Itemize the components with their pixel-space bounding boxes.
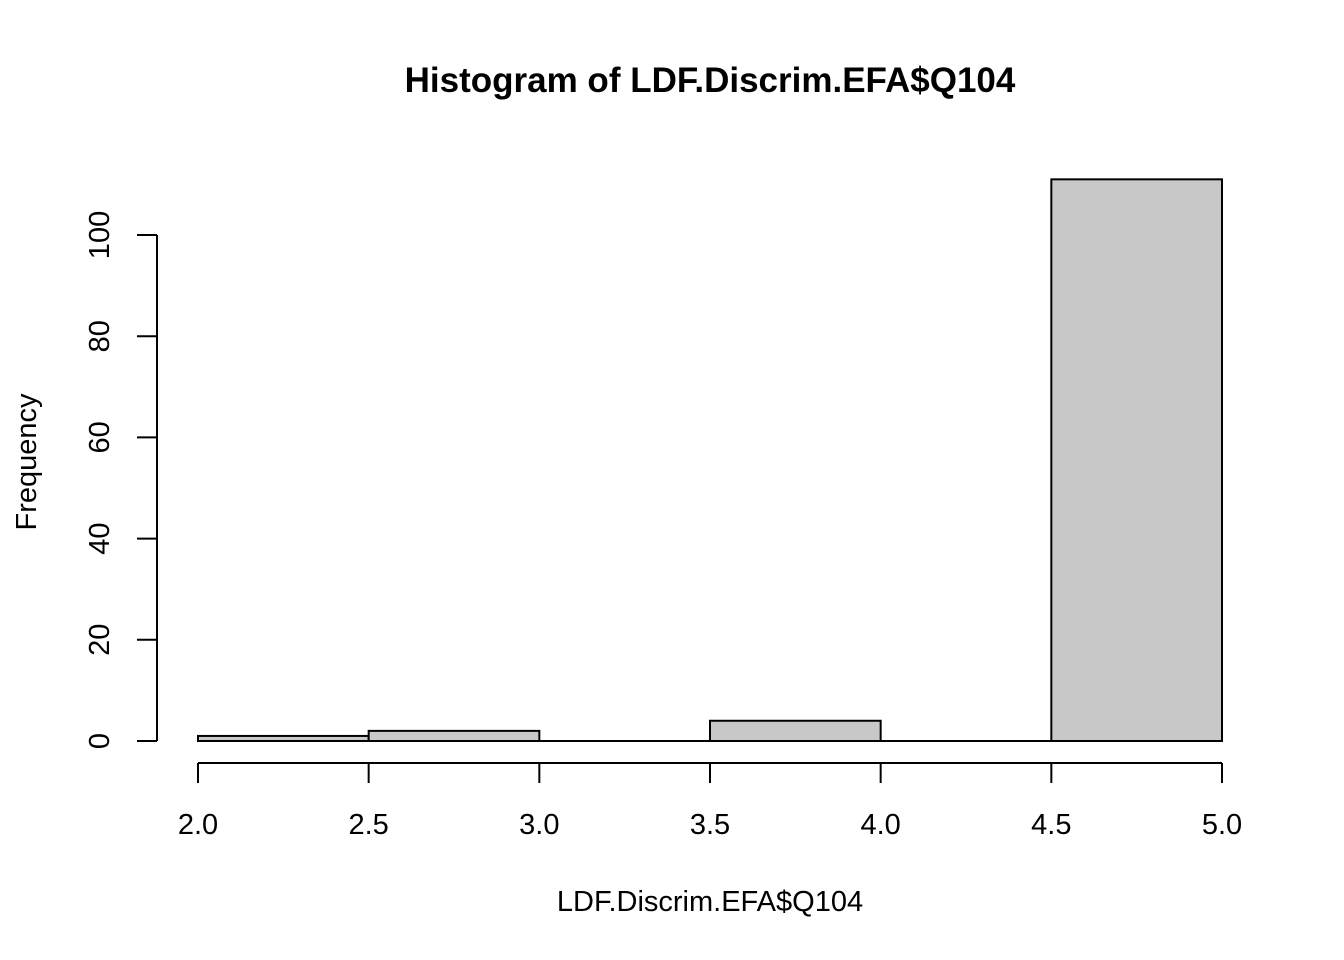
x-tick-label: 4.0 — [861, 809, 901, 841]
y-tick-label: 100 — [84, 211, 116, 259]
x-tick-label: 3.5 — [690, 809, 730, 841]
x-axis-label: LDF.Discrim.EFA$Q104 — [557, 886, 863, 918]
y-axis: 0 20 40 60 80 100 — [84, 211, 158, 749]
x-tick-label: 2.5 — [349, 809, 389, 841]
histogram-bar-0 — [197, 734, 370, 743]
x-axis: 2.0 2.5 3.0 3.5 4.0 4.5 5.0 — [178, 762, 1242, 841]
y-tick-label: 60 — [84, 421, 116, 453]
x-tick-label: 2.0 — [178, 809, 218, 841]
bars-layer — [197, 178, 1224, 743]
y-tick-label: 40 — [84, 522, 116, 554]
histogram-bar-3 — [709, 719, 882, 743]
x-tick-label: 4.5 — [1031, 809, 1071, 841]
histogram-bar-5 — [1050, 178, 1224, 742]
chart-title: Histogram of LDF.Discrim.EFA$Q104 — [405, 61, 1016, 100]
histogram-bar-1 — [367, 729, 541, 743]
y-tick-label: 0 — [84, 733, 116, 749]
x-tick-label: 5.0 — [1202, 809, 1242, 841]
x-tick-label: 3.0 — [519, 809, 559, 841]
y-axis-label: Frequency — [11, 393, 43, 531]
y-tick-label: 20 — [84, 624, 116, 656]
y-tick-label: 80 — [84, 320, 116, 352]
